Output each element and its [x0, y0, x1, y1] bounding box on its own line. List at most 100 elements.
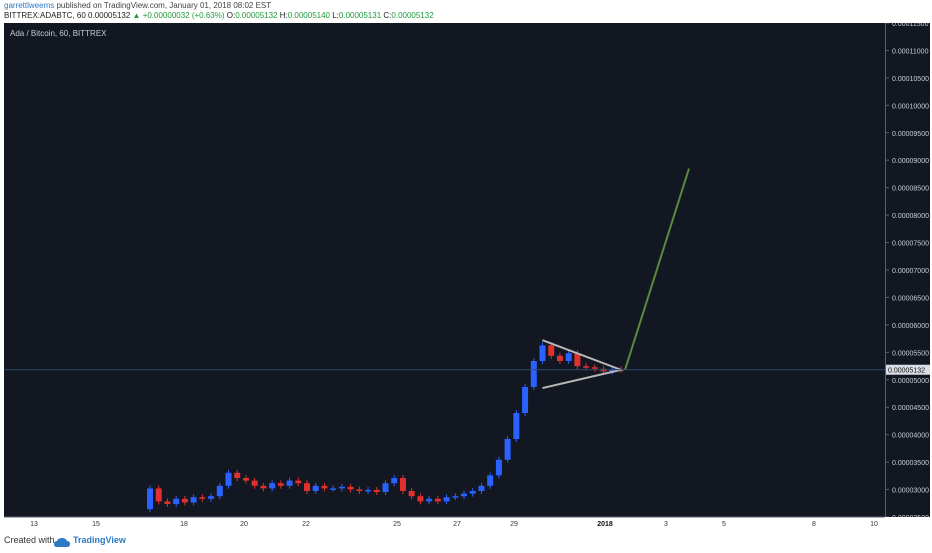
candle-body	[452, 496, 459, 498]
x-tick-label: 18	[180, 521, 188, 528]
candle-body	[426, 498, 433, 502]
candle-body	[504, 439, 511, 460]
publication-header: garrettlweems published on TradingView.c…	[0, 0, 932, 22]
low-label: L:	[332, 11, 339, 20]
close-value: 0.00005132	[391, 11, 434, 20]
high-value: 0.00005140	[287, 11, 330, 20]
y-tick-label: 0.00006500	[892, 295, 929, 302]
candle-body	[338, 486, 345, 489]
candle-body	[487, 475, 494, 486]
candle-body	[434, 498, 441, 502]
candle-body	[216, 485, 223, 497]
quote-line: BITTREX:ADABTC, 60 0.00005132 ▲ +0.00000…	[4, 11, 434, 20]
y-tick-label: 0.00003000	[892, 488, 929, 495]
last-price: 0.00005132	[88, 11, 131, 20]
published-text: published on TradingView.com, January 01…	[54, 1, 272, 10]
candle-body	[548, 345, 555, 356]
x-tick-label: 22	[302, 521, 310, 528]
candle-body	[443, 497, 450, 502]
candle-body	[286, 480, 293, 486]
candle-body	[495, 459, 502, 476]
x-tick-label: 13	[30, 521, 38, 528]
candle-body	[260, 485, 267, 489]
y-tick-label: 0.00010500	[892, 76, 929, 83]
y-tick-label: 0.00004000	[892, 433, 929, 440]
candle-body	[461, 493, 467, 497]
candle-body	[399, 478, 406, 491]
y-tick-label: 0.00007500	[892, 241, 929, 248]
candle-body	[321, 485, 328, 489]
symmetrical-triangle	[542, 339, 625, 390]
candle-body	[234, 472, 241, 478]
candles-layer	[147, 342, 624, 513]
y-axis-ticks: 0.00011500 0.00011000 0.00010500 0.00010000…	[4, 23, 930, 522]
open-label: O:	[226, 11, 236, 20]
low-value: 0.00005131	[338, 11, 382, 20]
x-tick-label: 2018	[597, 521, 613, 528]
candle-body	[295, 480, 302, 484]
candle-body	[269, 483, 276, 489]
candle-body	[164, 501, 171, 504]
candle-body	[382, 483, 389, 493]
candle-body	[356, 489, 363, 491]
candle-body	[609, 369, 616, 372]
candle-body	[556, 355, 563, 361]
chart-panel[interactable]: 0.00011500 0.00011000 0.00010500 0.00010000…	[4, 23, 930, 529]
annotations-layer	[542, 168, 690, 390]
change-value: +0.00000032 (+0.63%)	[142, 11, 225, 20]
candle-body	[181, 498, 188, 503]
candle-body	[469, 491, 476, 494]
candle-body	[155, 488, 162, 502]
footer: Created with TradingView	[0, 531, 932, 550]
candle-body	[565, 353, 572, 361]
candle-body	[513, 413, 520, 439]
y-tick-label: 0.00008000	[892, 213, 929, 220]
candle-body	[147, 488, 153, 510]
chart-svg[interactable]: 0.00011500 0.00011000 0.00010500 0.00010000…	[4, 23, 930, 529]
y-tick-label: 0.00007000	[892, 268, 929, 275]
y-tick-label: 0.00003500	[892, 460, 929, 467]
candle-body	[173, 498, 180, 504]
current-price-badge	[886, 364, 930, 375]
x-axis-ticks: 13 15 18 20 22 25 27 29 2018 3 5 8 10	[30, 521, 878, 528]
candle-body	[225, 472, 232, 486]
candle-body	[373, 489, 380, 493]
x-tick-label: 10	[870, 521, 878, 528]
up-arrow-icon: ▲	[132, 11, 141, 20]
y-tick-label: 0.00010000	[892, 103, 929, 110]
y-tick-label: 0.00011000	[892, 48, 929, 55]
publication-line: garrettlweems published on TradingView.c…	[4, 1, 271, 10]
candle-body	[539, 345, 546, 361]
author-link[interactable]: garrettlweems	[4, 1, 55, 10]
y-tick-label: 0.00011500	[892, 23, 929, 28]
price-axis[interactable]	[885, 23, 931, 517]
created-with-text: Created with	[4, 535, 55, 545]
x-tick-label: 29	[510, 521, 518, 528]
y-tick-label: 0.00005500	[892, 350, 929, 357]
close-label: C:	[383, 11, 392, 20]
open-value: 0.00005132	[235, 11, 278, 20]
candle-body	[190, 497, 197, 503]
tradingview-brand[interactable]: TradingView	[73, 535, 126, 545]
candle-body	[312, 485, 319, 491]
projection-line	[624, 168, 690, 371]
candle-body	[304, 483, 310, 491]
candle-body	[242, 478, 249, 481]
candle-body	[277, 483, 284, 486]
y-tick-label: 0.00009500	[892, 131, 929, 138]
candle-body	[583, 366, 590, 368]
candle-body	[208, 496, 215, 499]
x-tick-label: 25	[393, 521, 401, 528]
candle-body	[365, 489, 372, 492]
x-tick-label: 5	[722, 521, 726, 528]
candle-body	[530, 361, 537, 387]
y-tick-label: 0.00006000	[892, 323, 929, 330]
high-label: H:	[279, 11, 288, 20]
y-tick-label: 0.00004500	[892, 405, 929, 412]
x-tick-label: 15	[92, 521, 100, 528]
x-tick-label: 27	[453, 521, 461, 528]
y-tick-label: 0.00005000	[892, 378, 929, 385]
y-tick-label: 0.00009000	[892, 158, 929, 165]
chart-title: Ada / Bitcoin, 60, BITTREX	[10, 29, 107, 38]
candle-body	[199, 497, 206, 499]
